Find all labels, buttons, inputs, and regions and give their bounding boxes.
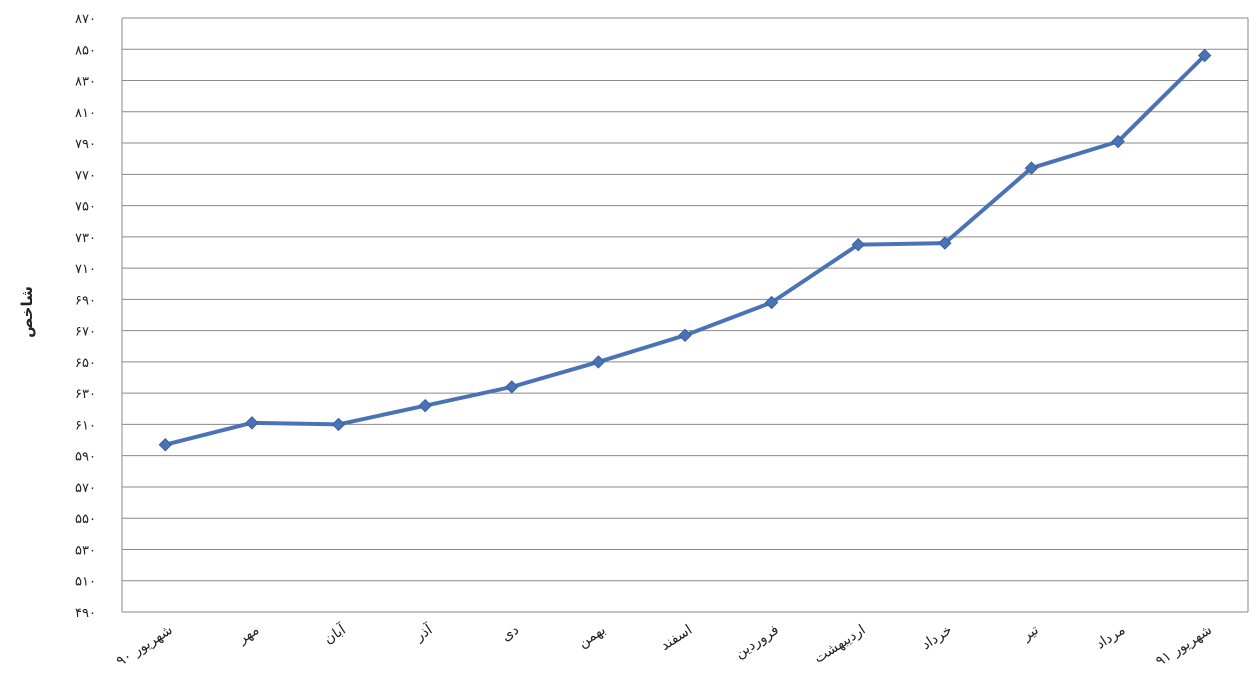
data-point-marker [1111, 134, 1125, 149]
series-line [163, 53, 1207, 447]
series-group [158, 48, 1212, 452]
y-tick-label: ۶۷۰ [75, 325, 96, 340]
data-point-marker [418, 398, 432, 413]
x-tick-labels: شهریور ۹۰ مهر آبان آذر دی بهمن اسفند فروردین ارد… [114, 620, 1215, 669]
y-tick-label: ۶۵۰ [75, 356, 96, 371]
x-tick-label: شهریور ۹۱ [1153, 622, 1215, 670]
x-tick-label: فروردین [732, 622, 782, 662]
data-point-marker [591, 355, 606, 369]
data-point-marker [678, 328, 692, 343]
data-point-marker [1197, 48, 1212, 63]
y-tick-label: ۶۳۰ [75, 387, 96, 402]
x-tick-label: آذر [411, 620, 436, 645]
y-tick-label: ۸۵۰ [75, 43, 96, 58]
y-tick-label: ۷۵۰ [75, 200, 96, 215]
y-tick-label: ۵۵۰ [75, 512, 96, 527]
x-tick-label: آبان [321, 620, 350, 647]
y-axis-label: شاخص [18, 286, 36, 338]
data-point-marker [505, 380, 519, 394]
y-tick-label: ۷۹۰ [75, 137, 96, 152]
data-point-marker [1024, 161, 1039, 175]
y-tick-label: ۸۳۰ [75, 75, 96, 90]
y-tick-label: ۵۱۰ [75, 575, 96, 590]
x-tick-label: بهمن [575, 622, 608, 651]
y-tick-label: ۵۳۰ [75, 543, 96, 558]
y-tick-label: ۵۹۰ [75, 450, 96, 465]
y-tick-label: ۷۷۰ [75, 168, 96, 183]
data-point-marker [938, 236, 952, 250]
y-tick-label: ۷۳۰ [75, 231, 96, 246]
y-tick-labels: ۴۹۰ ۵۱۰ ۵۳۰ ۵۵۰ ۵۷۰ ۵۹۰ ۶۱۰ ۶۳۰ ۶۵۰ ۶۷۰ ۶۹۰ ۷۱۰ ۷۳۰ ۷… [75, 12, 96, 621]
data-point-marker [245, 416, 259, 430]
data-point-marker [851, 237, 865, 252]
data-point-marker [158, 438, 173, 452]
data-point-marker [764, 295, 779, 310]
x-tick-label: شهریور ۹۰ [114, 622, 176, 670]
y-tick-label: ۸۷۰ [75, 12, 96, 27]
x-tick-label: اسفند [658, 622, 695, 654]
x-tick-label: اردیبهشت [811, 622, 868, 667]
x-tick-label: مهر [234, 622, 262, 648]
data-point-marker [331, 417, 346, 432]
x-tick-label: خرداد [919, 622, 955, 653]
x-tick-label: تیر [1019, 622, 1042, 645]
gridlines [121, 17, 1249, 613]
y-tick-label: ۷۱۰ [75, 262, 96, 277]
y-tick-label: ۶۹۰ [75, 293, 96, 308]
y-tick-label: ۴۹۰ [75, 606, 96, 621]
x-tick-label: دی [499, 622, 522, 645]
x-tick-label: مرداد [1093, 622, 1128, 653]
y-tick-label: ۶۱۰ [75, 418, 96, 433]
y-tick-label: ۸۱۰ [75, 106, 96, 121]
y-tick-label: ۵۷۰ [75, 481, 96, 496]
